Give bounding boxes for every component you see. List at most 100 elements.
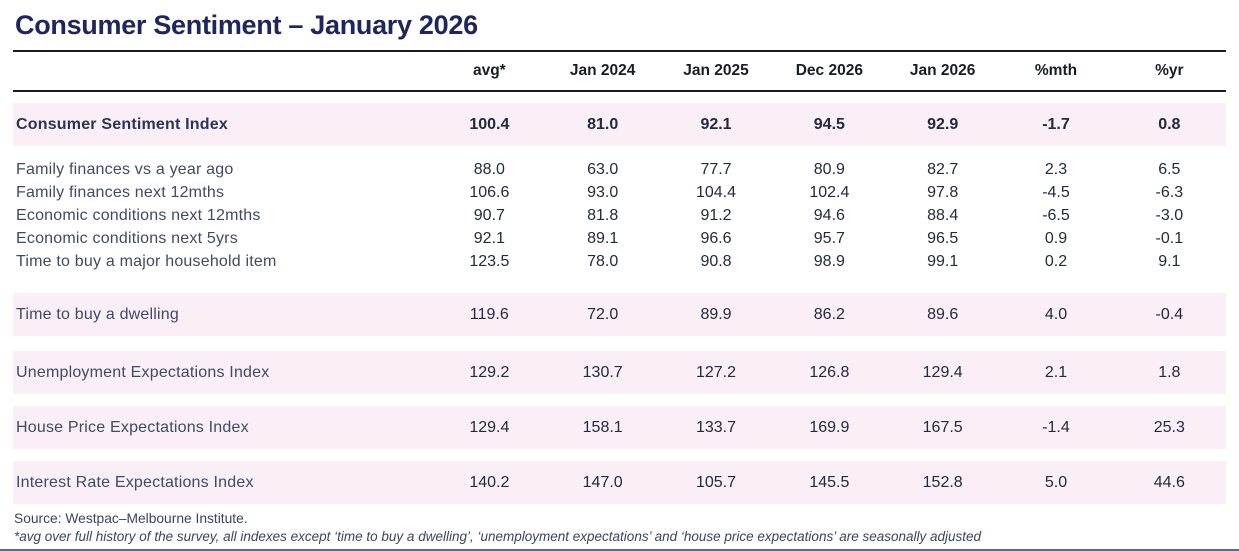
cell-value: 92.9 xyxy=(886,103,1000,146)
cell-value: 96.6 xyxy=(700,229,732,247)
column-header-pct-yr: %yr xyxy=(1112,51,1226,92)
cell-value: -6.3 xyxy=(1155,183,1184,201)
table-row-time-to-buy-major-household-item: Time to buy a major household item 123.5… xyxy=(13,250,1226,273)
row-label: Interest Rate Expectations Index xyxy=(13,461,433,504)
table-row-house-price-expectations-index: House Price Expectations Index 129.4 158… xyxy=(13,406,1226,449)
cell-value: 2.3 xyxy=(1044,160,1068,178)
cell-value: 129.2 xyxy=(432,351,547,394)
column-header-jan-2026: Jan 2026 xyxy=(886,51,1000,92)
cell-value: 169.9 xyxy=(772,406,886,449)
column-header-pct-mth: %mth xyxy=(999,51,1113,92)
row-label: Consumer Sentiment Index xyxy=(13,103,433,146)
cell-value: 97.8 xyxy=(927,183,959,201)
cell-value: -1.7 xyxy=(999,103,1113,146)
column-header-dec-2026: Dec 2026 xyxy=(772,51,886,92)
cell-value: -3.0 xyxy=(1155,206,1184,224)
cell-value: 92.1 xyxy=(473,229,505,247)
cell-value: -6.5 xyxy=(1042,206,1070,224)
bottom-rule xyxy=(0,549,1239,551)
table-row-interest-rate-expectations-index: Interest Rate Expectations Index 140.2 1… xyxy=(13,461,1226,504)
cell-value: 6.5 xyxy=(1158,160,1181,178)
cell-value: 104.4 xyxy=(695,183,737,201)
cell-value: 133.7 xyxy=(659,406,773,449)
table-footer: Source: Westpac–Melbourne Institute. *av… xyxy=(14,510,1226,546)
cell-value: 5.0 xyxy=(999,461,1113,504)
cell-value: 129.4 xyxy=(432,406,547,449)
source-note: Source: Westpac–Melbourne Institute. xyxy=(14,511,248,526)
row-label: Unemployment Expectations Index xyxy=(13,351,433,394)
sentiment-table: avg* Jan 2024 Jan 2025 Dec 2026 Jan 2026… xyxy=(13,50,1226,504)
header-empty-cell xyxy=(13,51,433,92)
cell-value: 119.6 xyxy=(432,293,547,336)
cell-value: 96.5 xyxy=(927,229,959,247)
cell-value: 152.8 xyxy=(886,461,1000,504)
cell-value: -1.4 xyxy=(999,406,1113,449)
cell-value: 145.5 xyxy=(772,461,886,504)
cell-value: 99.1 xyxy=(927,252,959,270)
cell-value: 92.1 xyxy=(659,103,773,146)
spacer-row xyxy=(13,449,1226,461)
cell-value: 100.4 xyxy=(432,103,547,146)
cell-value: -0.1 xyxy=(1155,229,1184,247)
spacer-row xyxy=(13,273,1226,293)
spacer-row xyxy=(13,91,1226,103)
cell-value: 167.5 xyxy=(886,406,1000,449)
table-row-family-finances-next-12mths: Family finances next 12mths 106.6 93.0 1… xyxy=(13,181,1226,204)
cell-value: 105.7 xyxy=(659,461,773,504)
table-row-family-finances-year-ago: Family finances vs a year ago 88.0 63.0 … xyxy=(13,158,1226,181)
cell-value: 94.5 xyxy=(772,103,886,146)
row-label: Time to buy a dwelling xyxy=(13,293,433,336)
cell-value: 106.6 xyxy=(469,183,510,201)
cell-value: 0.9 xyxy=(1044,229,1068,247)
cell-value: 89.9 xyxy=(659,293,773,336)
cell-value: 147.0 xyxy=(546,461,660,504)
cell-value: 81.0 xyxy=(546,103,660,146)
cell-value: 90.8 xyxy=(700,252,732,270)
cell-value: 95.7 xyxy=(813,229,845,247)
spacer-row xyxy=(13,394,1226,406)
row-label: Family finances next 12mths xyxy=(16,183,225,201)
column-header-jan-2024: Jan 2024 xyxy=(546,51,660,92)
row-label: House Price Expectations Index xyxy=(13,406,433,449)
cell-value: 98.9 xyxy=(813,252,845,270)
cell-value: 127.2 xyxy=(659,351,773,394)
table-row-consumer-sentiment-index: Consumer Sentiment Index 100.4 81.0 92.1… xyxy=(13,103,1226,146)
column-header-avg: avg* xyxy=(432,51,547,92)
cell-value: 123.5 xyxy=(469,252,510,270)
cell-value: 129.4 xyxy=(886,351,1000,394)
row-label: Time to buy a major household item xyxy=(16,252,277,270)
table-row-economic-conditions-next-5yrs: Economic conditions next 5yrs 92.1 89.1 … xyxy=(13,227,1226,250)
cell-value: 88.0 xyxy=(473,160,505,178)
cell-value: 89.1 xyxy=(587,229,619,247)
cell-value: 9.1 xyxy=(1158,252,1181,270)
cell-value: 0.8 xyxy=(1112,103,1226,146)
cell-value: 94.6 xyxy=(813,206,845,224)
cell-value: 126.8 xyxy=(772,351,886,394)
avg-footnote: *avg over full history of the survey, al… xyxy=(14,529,982,545)
cell-value: 89.6 xyxy=(886,293,1000,336)
header-row: avg* Jan 2024 Jan 2025 Dec 2026 Jan 2026… xyxy=(13,51,1226,92)
column-header-jan-2025: Jan 2025 xyxy=(659,51,773,92)
cell-value: 0.2 xyxy=(1044,252,1068,270)
cell-value: 44.6 xyxy=(1112,461,1226,504)
cell-value: 78.0 xyxy=(587,252,619,270)
cell-value: 140.2 xyxy=(432,461,547,504)
spacer-row xyxy=(13,336,1226,351)
cell-value: 82.7 xyxy=(927,160,959,178)
cell-value: -4.5 xyxy=(1042,183,1070,201)
cell-value: 4.0 xyxy=(999,293,1113,336)
page-title: Consumer Sentiment – January 2026 xyxy=(15,10,478,40)
table-row-economic-conditions-next-12mths: Economic conditions next 12mths 90.7 81.… xyxy=(13,204,1226,227)
cell-value: 88.4 xyxy=(927,206,959,224)
cell-value: 63.0 xyxy=(587,160,619,178)
cell-value: 2.1 xyxy=(999,351,1113,394)
cell-value: 158.1 xyxy=(546,406,660,449)
cell-value: 102.4 xyxy=(809,183,850,201)
cell-value: 81.8 xyxy=(587,206,619,224)
cell-value: 86.2 xyxy=(772,293,886,336)
cell-value: 80.9 xyxy=(813,160,845,178)
cell-value: 72.0 xyxy=(546,293,660,336)
cell-value: 25.3 xyxy=(1112,406,1226,449)
spacer-row xyxy=(13,146,1226,158)
row-label: Economic conditions next 5yrs xyxy=(16,229,238,247)
